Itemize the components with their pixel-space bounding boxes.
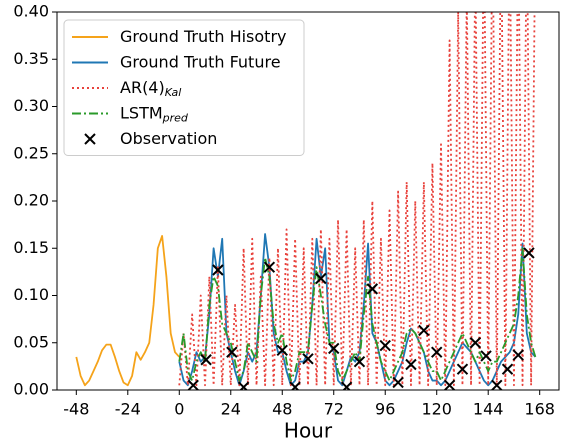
legend-box	[63, 19, 305, 156]
observation-marker	[379, 339, 391, 352]
legend: Ground Truth Hisotry Ground Truth Future A…	[63, 19, 305, 156]
observation-marker	[431, 346, 443, 358]
legend-name: LSTM	[120, 103, 163, 122]
observation-marker	[226, 346, 238, 358]
observation-marker	[366, 283, 379, 295]
x-tick-label: 24	[221, 400, 241, 419]
series-line	[178, 247, 537, 382]
legend-marker	[84, 133, 96, 145]
series-line	[75, 235, 180, 387]
y-tick-label: 0.10	[13, 285, 49, 304]
observation-marker	[315, 272, 327, 285]
observation-marker	[276, 344, 288, 357]
plot-area	[75, 12, 537, 390]
observation-marker	[405, 358, 417, 371]
x-axis-label: Hour	[284, 419, 333, 443]
x-tick-label: 0	[174, 400, 184, 419]
x-tick-label: 72	[324, 400, 344, 419]
y-tick-label: 0.20	[13, 191, 49, 210]
legend-label: Observation	[120, 129, 217, 148]
x-tick-label: 120	[421, 400, 452, 419]
observation-marker	[328, 342, 340, 355]
legend-subscript: pred	[162, 112, 189, 125]
y-tick-label: 0.40	[13, 2, 49, 21]
y-tick-label: 0.30	[13, 96, 49, 115]
legend-label: Ground Truth Hisotry	[120, 27, 287, 46]
legend-label: Ground Truth Future	[120, 52, 281, 71]
legend-label: LSTMpred	[120, 103, 189, 125]
x-tick-label: 168	[524, 400, 555, 419]
observation-marker	[523, 247, 535, 259]
observation-marker	[200, 354, 212, 366]
x-tick-label: 96	[375, 400, 395, 419]
observation-marker	[237, 381, 250, 390]
y-tick-label: 0.25	[13, 143, 49, 162]
observation-marker	[353, 355, 366, 368]
x-tick-label: -48	[63, 400, 89, 419]
observation-marker	[340, 381, 353, 390]
observation-marker	[501, 363, 514, 375]
observation-marker	[187, 379, 199, 390]
legend-name: Ground Truth Future	[120, 52, 281, 71]
observation-marker	[263, 261, 276, 273]
legend-name: Observation	[120, 129, 217, 148]
observation-marker	[469, 337, 482, 349]
x-tick-label: 144	[473, 400, 504, 419]
observation-marker	[212, 264, 224, 276]
y-tick-label: 0.00	[13, 380, 49, 399]
x-tick-label: -24	[115, 400, 141, 419]
observation-marker	[480, 350, 492, 362]
legend-subscript: Kal	[165, 86, 182, 99]
legend-name: AR(4)	[120, 78, 165, 97]
observation-marker	[443, 379, 456, 390]
y-tick-label: 0.35	[13, 49, 49, 68]
y-tick-label: 0.05	[13, 332, 49, 351]
observation-marker	[302, 353, 314, 365]
legend-name: Ground Truth Hisotry	[120, 27, 287, 46]
y-tick-label: 0.15	[13, 238, 49, 257]
x-tick-label: 48	[272, 400, 292, 419]
series-line	[178, 12, 536, 387]
legend-label: AR(4)Kal	[120, 78, 181, 100]
observation-marker	[289, 381, 301, 390]
observation-marker	[418, 324, 430, 337]
observation-marker	[456, 363, 469, 375]
observation-marker	[512, 349, 524, 361]
observation-marker	[392, 376, 404, 389]
observation-marker	[491, 379, 503, 390]
